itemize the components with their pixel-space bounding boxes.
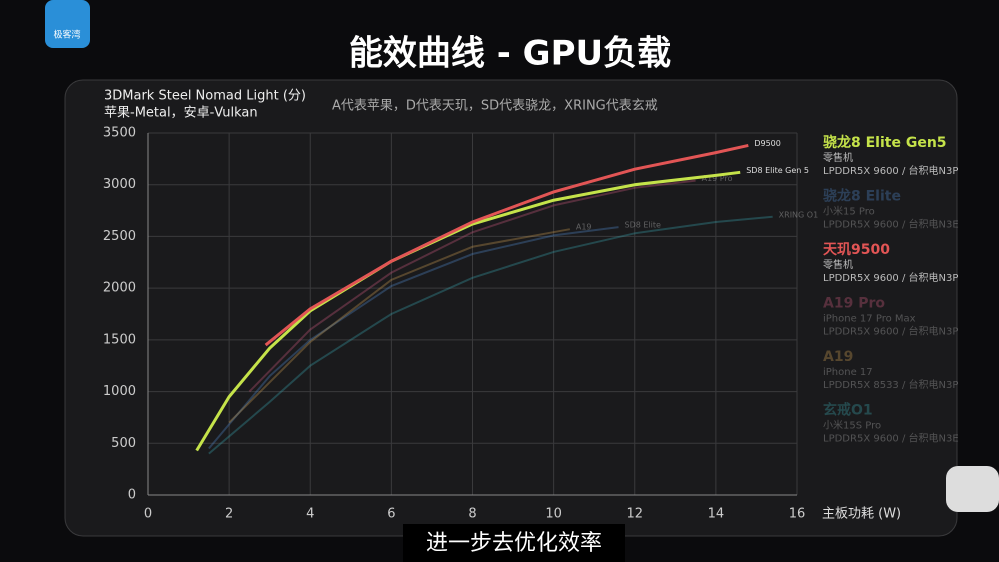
y-tick-label: 2500	[103, 229, 136, 244]
x-tick-label: 8	[468, 507, 476, 522]
y-tick-label: 0	[128, 488, 136, 503]
series-line	[264, 143, 749, 347]
y-tick-label: 3000	[103, 177, 136, 192]
legend-detail: 小米15S Pro	[823, 419, 881, 432]
x-tick-label: 0	[144, 507, 152, 522]
caption-box	[403, 524, 625, 562]
legend-name: 骁龙8 Elite	[823, 188, 901, 205]
legend-name: 天玑9500	[823, 242, 890, 258]
y-axis-label: 3DMark Steel Nomad Light (分)	[104, 89, 306, 104]
y-tick-label: 3500	[103, 126, 136, 141]
x-tick-label: 16	[789, 507, 806, 522]
logo	[45, 0, 90, 48]
x-tick-label: 12	[626, 507, 643, 522]
series-line	[208, 226, 619, 450]
brand: 极客湾	[53, 29, 80, 41]
x-tick-label: 6	[387, 507, 395, 522]
x-tick-label: 14	[708, 507, 725, 522]
series-end-label: SD8 Elite Gen 5	[746, 166, 809, 175]
x-tick-label: 2	[225, 507, 233, 522]
legend-detail: iPhone 17 Pro Max	[823, 314, 916, 325]
legend-detail: LPDDR5X 9600 / 台积电N3P	[823, 325, 958, 338]
legend-detail: LPDDR5X 9600 / 台积电N3E	[823, 432, 959, 445]
series-line	[248, 179, 696, 393]
series-end-label: XRING O1	[779, 210, 819, 219]
legend-detail: LPDDR5X 9600 / 台积电N3E	[823, 218, 959, 231]
y-tick-label: 500	[111, 436, 136, 451]
player-icon	[946, 466, 999, 512]
y-tick-label: 1500	[103, 332, 136, 347]
x-axis-label: 主板功耗 (W)	[822, 507, 901, 522]
plot: 0 500 1000 1500 2000 2500 3000 3500 0 2 4 6 8 10 12 14 1…	[103, 126, 959, 522]
caption: 进一步去优化效率	[426, 531, 602, 556]
legend-detail: LPDDR5X 9600 / 台积电N3P	[823, 271, 958, 284]
series-end-label: SD8 Elite	[625, 221, 662, 230]
legend-name: 玄戒O1	[823, 402, 873, 419]
chart-title: 能效曲线 - GPU负载	[349, 34, 671, 74]
legend-detail: LPDDR5X 9600 / 台积电N3P	[823, 164, 958, 177]
y-tick-label: 1000	[103, 384, 136, 399]
y-tick-label: 2000	[103, 281, 136, 296]
legend-detail: iPhone 17	[823, 367, 873, 378]
series-end-label: A19 Pro	[702, 174, 733, 183]
series-line	[208, 215, 773, 455]
legend-detail: 零售机	[823, 258, 853, 271]
legend-detail: LPDDR5X 8533 / 台积电N3P	[823, 378, 958, 391]
x-tick-label: 4	[306, 507, 314, 522]
x-tick-label: 10	[545, 507, 562, 522]
series-line	[228, 228, 571, 424]
series-end-label: D9500	[754, 139, 781, 148]
legend-name: A19 Pro	[823, 296, 885, 312]
y-axis-note: 苹果-Metal，安卓-Vulkan	[104, 106, 258, 121]
series-end-label: A19	[576, 223, 592, 232]
legend-name: 骁龙8 Elite Gen5	[823, 134, 947, 151]
legend-name: A19	[823, 349, 853, 365]
legend-detail: 小米15 Pro	[823, 205, 875, 218]
legend-detail: 零售机	[823, 151, 853, 164]
annotation: A代表苹果，D代表天玑，SD代表骁龙，XRING代表玄戒	[332, 99, 658, 114]
